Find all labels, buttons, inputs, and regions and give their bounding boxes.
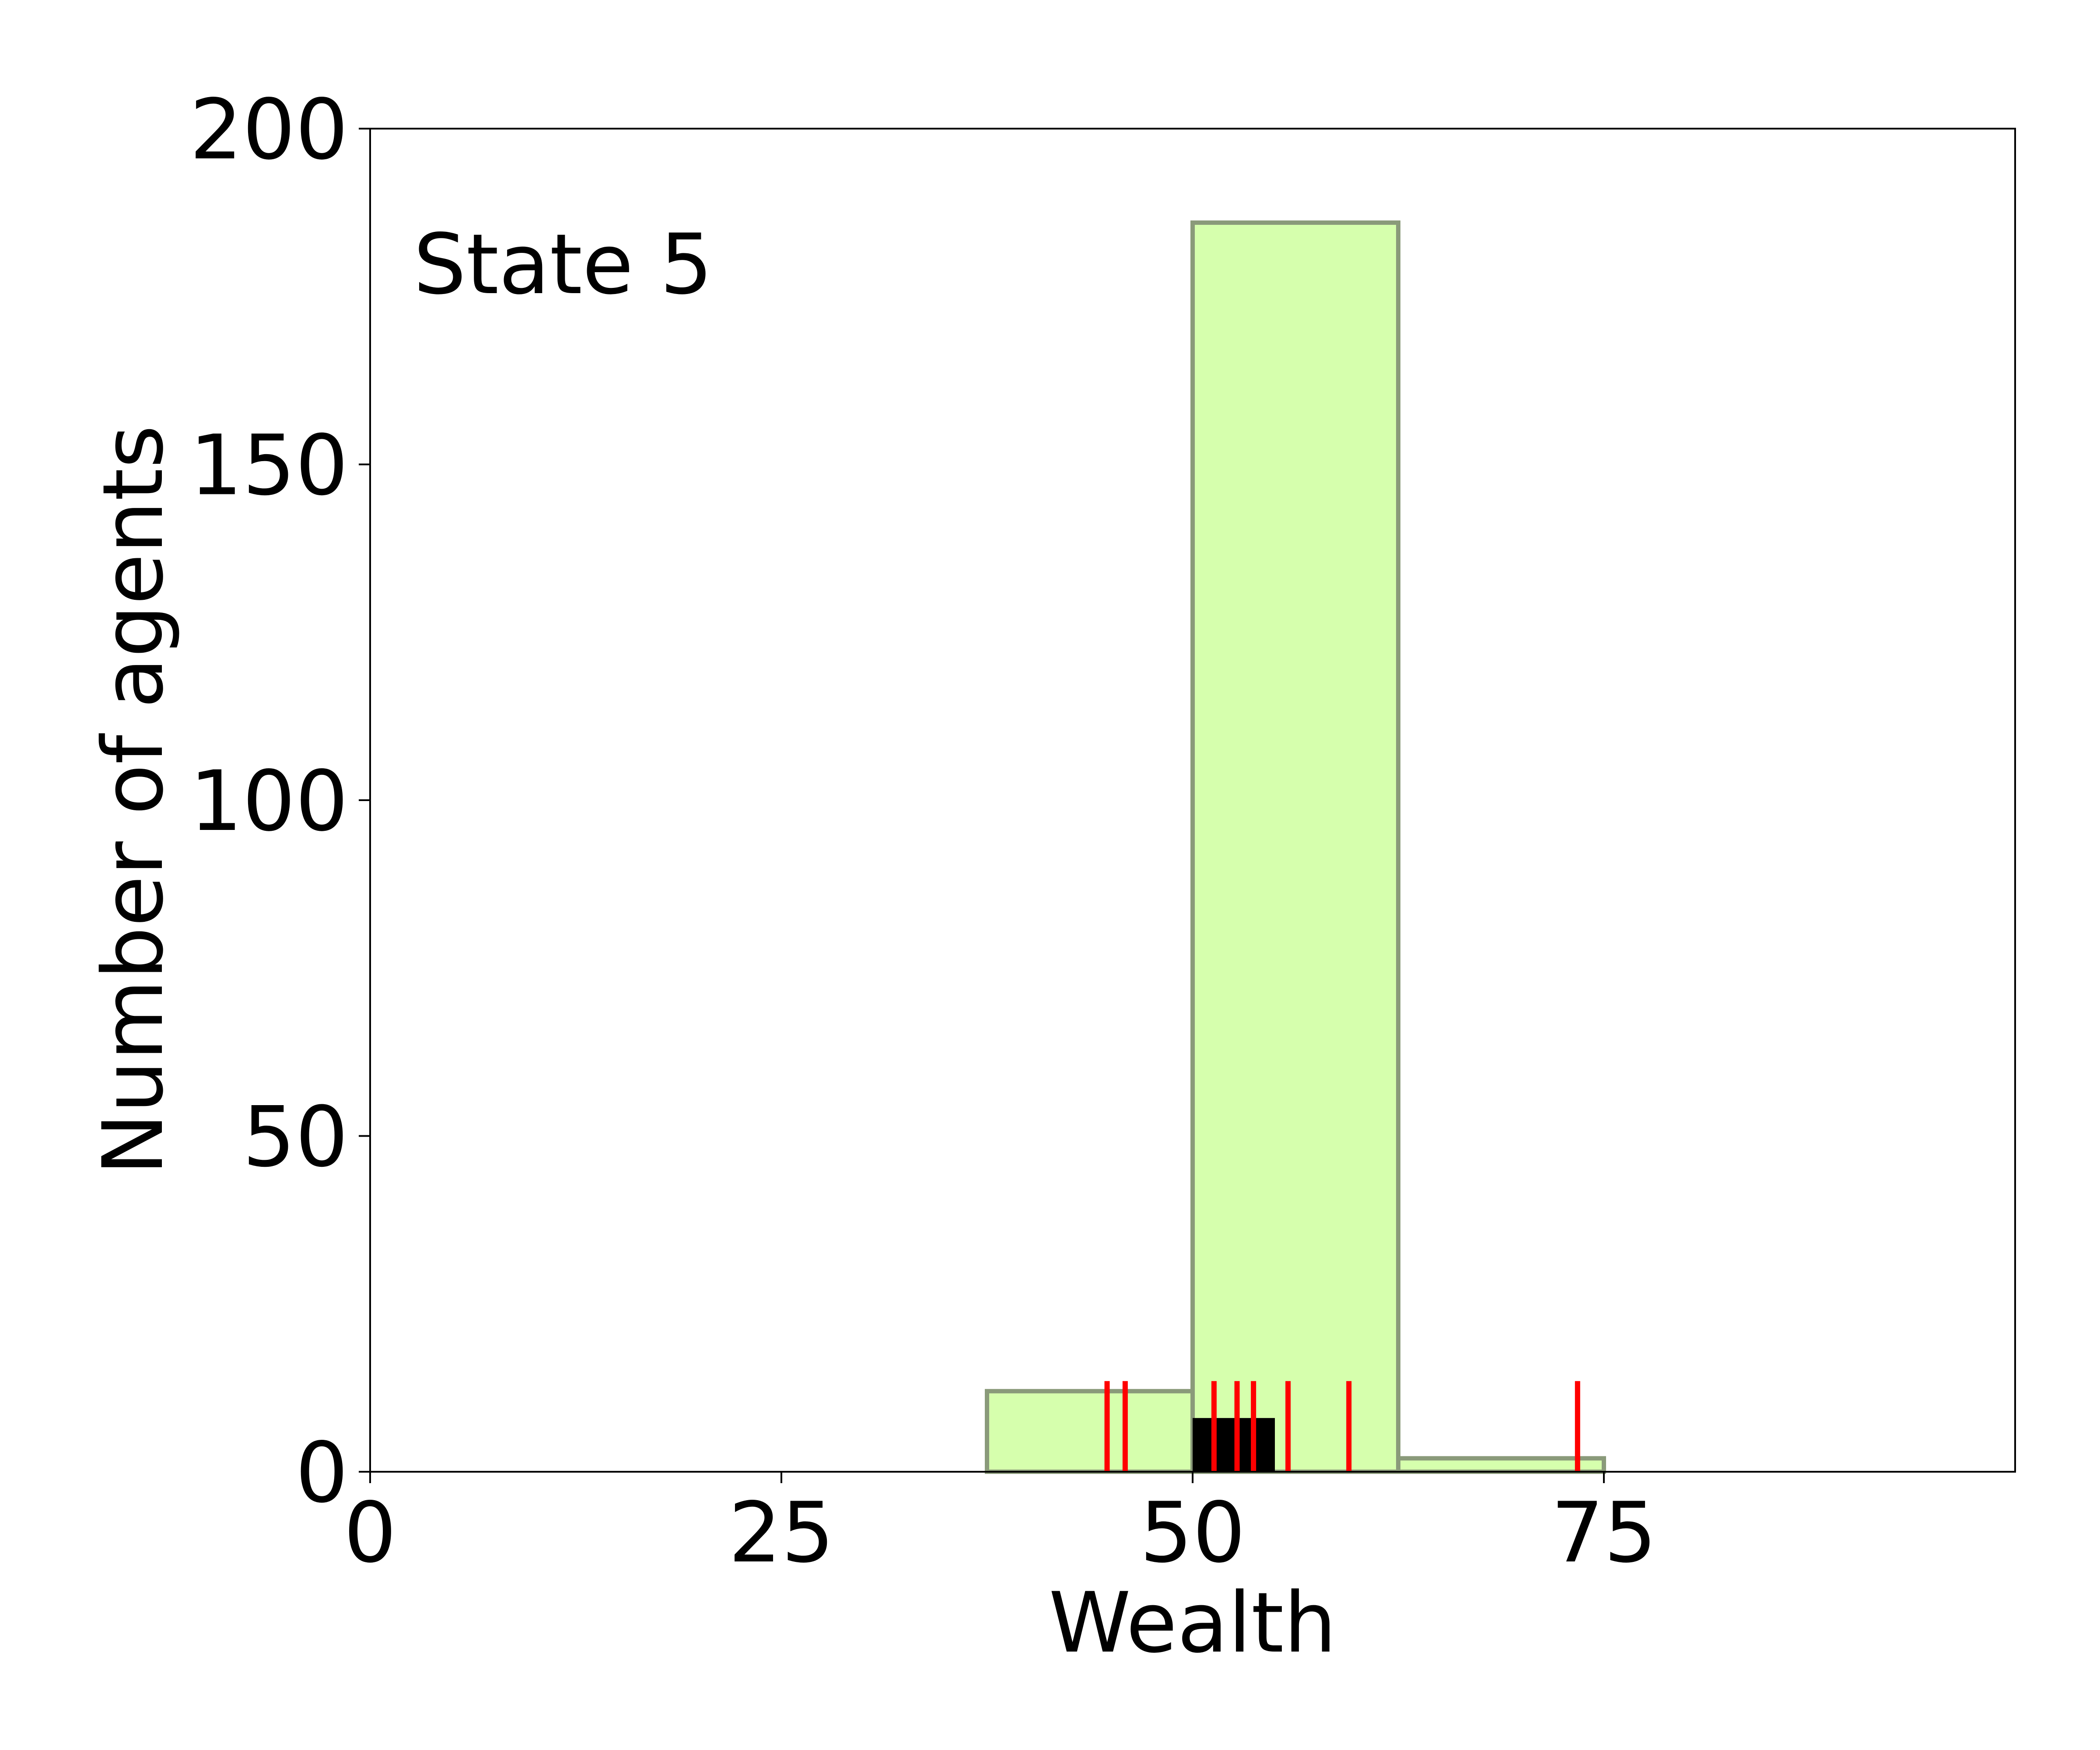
y-axis-label: Number of agents [85, 425, 182, 1175]
x-tick-label: 25 [728, 1484, 834, 1581]
y-tick-label: 0 [295, 1424, 348, 1521]
x-tick-label: 0 [344, 1484, 397, 1581]
y-axis-ticks: 0 50 100 150 200 [189, 81, 370, 1521]
y-tick-label: 200 [189, 81, 348, 178]
histogram-bars [985, 220, 1606, 1474]
black-bar [1254, 1418, 1275, 1472]
black-bars [1193, 1418, 1275, 1472]
histogram-bar [1396, 1456, 1606, 1474]
histogram-bar [985, 1389, 1195, 1474]
x-axis-label: Wealth [1049, 1575, 1337, 1671]
x-axis-ticks: 0 25 50 75 [344, 1472, 1657, 1581]
x-tick-label: 75 [1551, 1484, 1657, 1581]
y-tick-label: 100 [189, 753, 348, 850]
x-tick-label: 50 [1140, 1484, 1246, 1581]
state-annotation: State 5 [413, 216, 713, 313]
red-markers [1104, 1381, 1580, 1472]
y-tick-label: 150 [189, 417, 348, 514]
y-tick-label: 50 [242, 1089, 348, 1186]
black-bar [1193, 1418, 1213, 1472]
histogram-bar [1190, 220, 1400, 1474]
